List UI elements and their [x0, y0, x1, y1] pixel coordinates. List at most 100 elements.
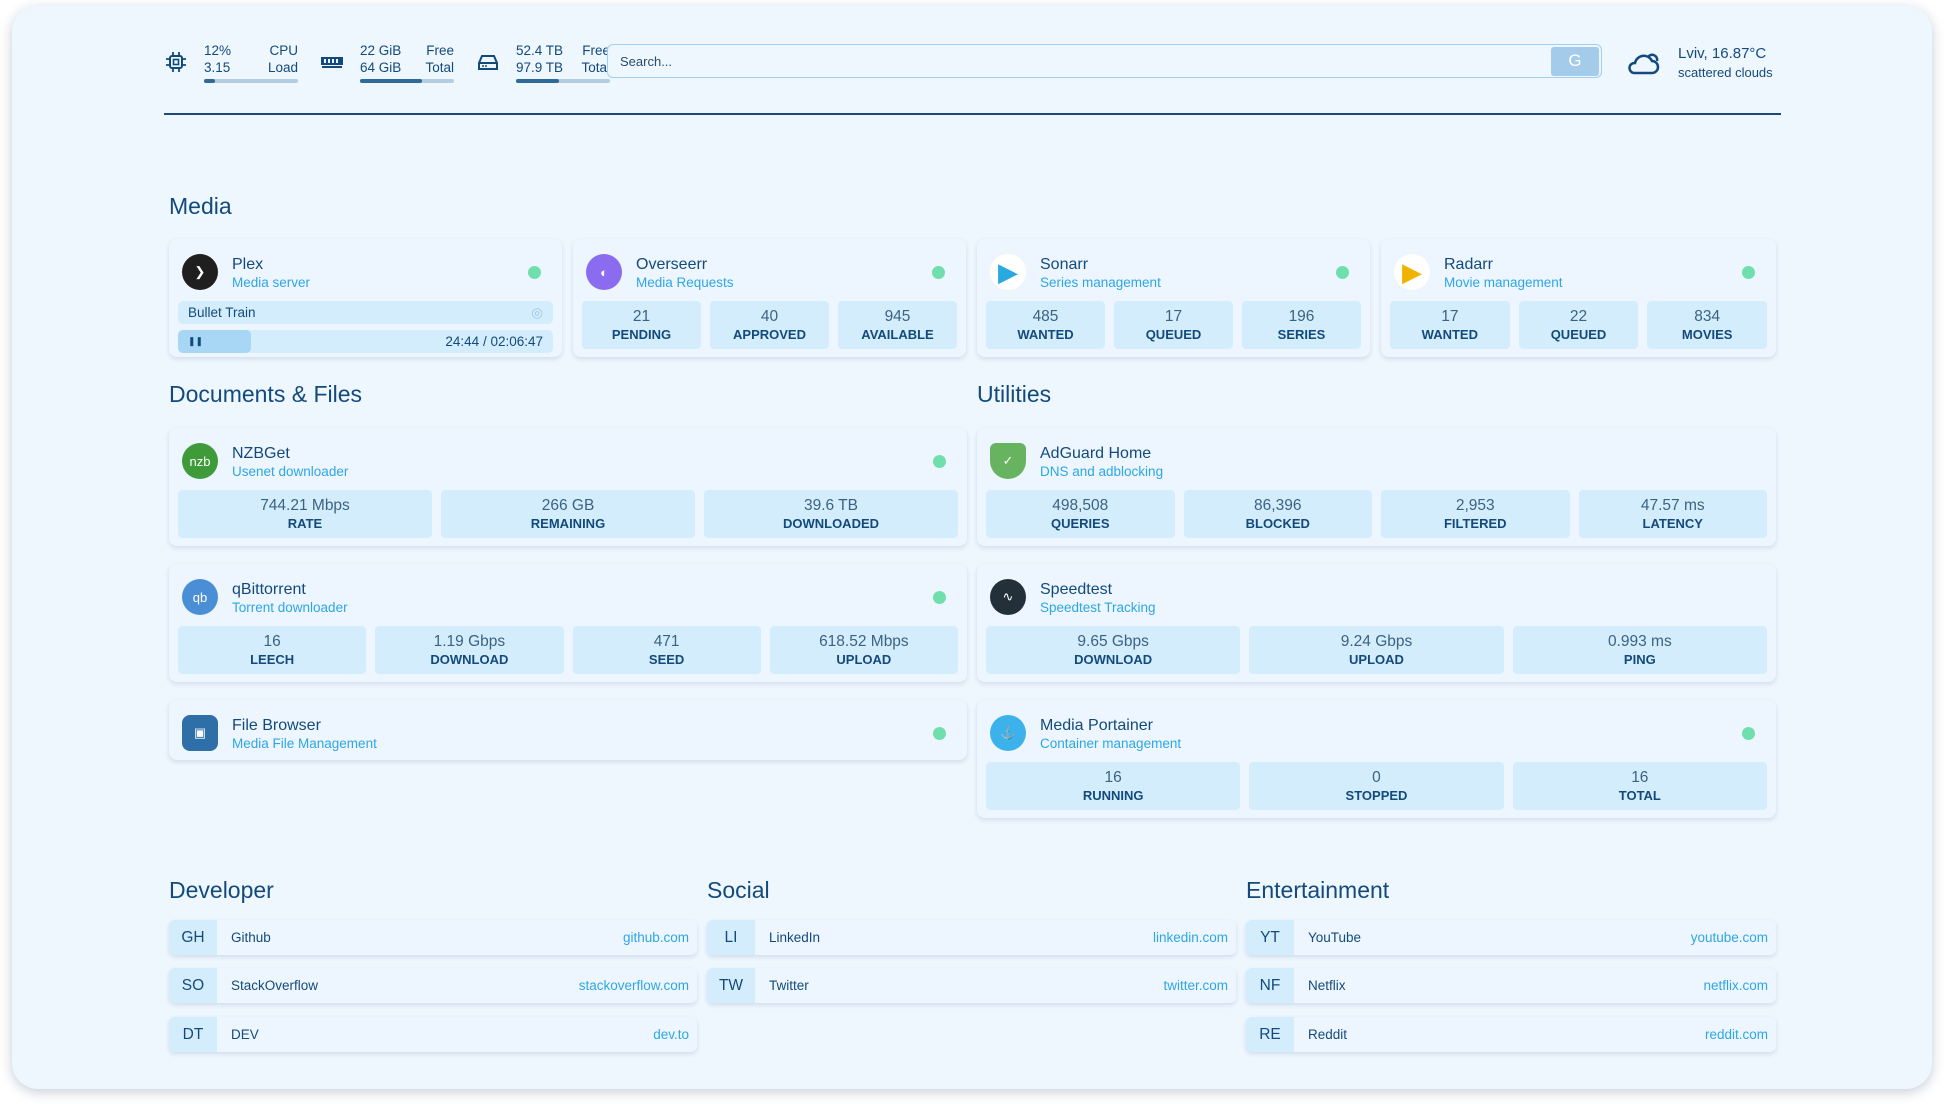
service-card-speedtest[interactable]: ∿ Speedtest Speedtest Tracking 9.65 Gbps DOW… — [977, 564, 1776, 682]
service-header: ✓ AdGuard Home DNS and adblocking — [986, 438, 1767, 484]
resource-usage-fill — [204, 78, 216, 83]
resource-usage-fill — [360, 78, 423, 83]
stat-value: 266 GB — [541, 497, 595, 514]
bookmark-url[interactable]: stackoverflow.com — [578, 978, 689, 993]
service-text: Sonarr Series management — [1040, 255, 1161, 290]
resource-usage-bar — [204, 78, 298, 83]
service-header: ▣ File Browser Media File Management — [178, 710, 958, 756]
resource-value: 97.9 TB — [516, 59, 564, 75]
plex-icon: ❯ — [182, 254, 218, 290]
service-card-file-browser[interactable]: ▣ File Browser Media File Management — [169, 700, 967, 760]
bookmark-url[interactable]: dev.to — [653, 1027, 689, 1042]
stat-value: 196 — [1288, 308, 1315, 325]
resource-values: 12% CPU 3.15 Load — [204, 42, 298, 83]
resource-label: Load — [267, 59, 298, 75]
bookmark-url[interactable]: youtube.com — [1690, 930, 1768, 945]
resource-widget: 12% CPU 3.15 Load — [164, 42, 298, 83]
stat-block: 2,953 FILTERED — [1381, 490, 1570, 538]
service-card-plex[interactable]: ❯ Plex Media server Bullet Train ◎ ❚❚ 24:44 / … — [169, 239, 562, 357]
service-stats: 485 WANTED 17 QUEUED 196 SERIES — [986, 301, 1361, 349]
section-title-media: Media — [169, 193, 232, 219]
bookmark-url[interactable]: reddit.com — [1704, 1027, 1768, 1042]
service-stats: 21 PENDING 40 APPROVED 945 AVAILABLE — [582, 301, 957, 349]
search-input[interactable]: Search... G — [607, 44, 1602, 78]
service-card-sonarr[interactable]: ▶ Sonarr Series management 485 WANTED 17 QUEUE… — [977, 239, 1370, 357]
bookmark-name: DEV — [231, 1027, 259, 1042]
search-placeholder: Search... — [620, 53, 673, 69]
bookmark-url[interactable]: github.com — [622, 930, 689, 945]
stat-block: 945 AVAILABLE — [838, 301, 957, 349]
stat-block: 16 RUNNING — [986, 762, 1241, 810]
adguard-icon: ✓ — [990, 443, 1026, 479]
bookmark-url[interactable]: netflix.com — [1703, 978, 1768, 993]
stat-value: 39.6 TB — [803, 497, 858, 514]
service-text: Radarr Movie management — [1444, 255, 1563, 290]
disk-icon — [478, 55, 498, 70]
service-card-media-portainer[interactable]: ⚓ Media Portainer Container management 16 RU… — [977, 700, 1776, 818]
stat-value: 834 — [1694, 308, 1721, 325]
bookmark-netflix[interactable]: NF Netflix netflix.com — [1246, 968, 1776, 1003]
bookmark-reddit[interactable]: RE Reddit reddit.com — [1246, 1017, 1776, 1052]
service-header: ∿ Speedtest Speedtest Tracking — [986, 574, 1767, 620]
bookmark-github[interactable]: GH Github github.com — [169, 920, 697, 955]
info-icon[interactable]: ◎ — [531, 304, 543, 320]
bookmark-dev[interactable]: DT DEV dev.to — [169, 1017, 697, 1052]
service-description: Container management — [1040, 735, 1182, 751]
bookmark-url[interactable]: twitter.com — [1163, 978, 1228, 993]
service-text: Speedtest Speedtest Tracking — [1040, 580, 1156, 615]
stat-value: 16 — [263, 633, 281, 650]
service-header: ▶ Sonarr Series management — [986, 249, 1361, 295]
service-card-qbittorrent[interactable]: qb qBittorrent Torrent downloader 16 LEECH 1.… — [169, 564, 967, 682]
resource-row: 97.9 TB Total — [516, 59, 610, 76]
service-description: Usenet downloader — [232, 463, 349, 479]
status-indicator — [933, 455, 946, 468]
service-header: nzb NZBGet Usenet downloader — [178, 438, 958, 484]
resource-value: 12% — [204, 42, 232, 58]
resource-usage-bar — [360, 78, 454, 83]
service-stats: 16 LEECH 1.19 Gbps DOWNLOAD 471 SEED 618.52 Mb… — [178, 626, 958, 674]
cpu-icon — [166, 52, 186, 72]
status-indicator — [1742, 727, 1755, 740]
service-stats: 744.21 Mbps RATE 266 GB REMAINING 39.6 TB DOW… — [178, 490, 958, 538]
stat-value: 498,508 — [1052, 497, 1109, 514]
stat-block: 1.19 Gbps DOWNLOAD — [375, 626, 564, 674]
bookmark-name: Reddit — [1308, 1027, 1348, 1042]
bookmark-abbreviation: NF — [1246, 968, 1294, 1003]
stat-value: 17 — [1164, 308, 1183, 325]
pause-icon[interactable]: ❚❚ — [188, 336, 204, 346]
playback-progress-bar[interactable]: ❚❚ 24:44 / 02:06:47 — [178, 330, 553, 353]
section-title-utilities: Utilities — [977, 381, 1052, 407]
stat-value: 47.57 ms — [1640, 497, 1705, 514]
service-card-overseerr[interactable]: ◐ Overseerr Media Requests 21 PENDING 40 APPRO… — [573, 239, 966, 357]
resource-value: 22 GiB — [360, 42, 402, 58]
stat-label: PENDING — [611, 327, 672, 342]
service-text: AdGuard Home DNS and adblocking — [1040, 444, 1163, 479]
resource-widget: 52.4 TB Free 97.9 TB Total — [476, 42, 610, 83]
service-card-nzbget[interactable]: nzb NZBGet Usenet downloader 744.21 Mbps RAT… — [169, 428, 967, 546]
status-indicator — [932, 266, 945, 279]
bookmark-url[interactable]: linkedin.com — [1152, 930, 1228, 945]
resource-row: 22 GiB Free — [360, 42, 454, 59]
resource-label: Total — [581, 59, 610, 75]
bookmark-stackoverflow[interactable]: SO StackOverflow stackoverflow.com — [169, 968, 697, 1003]
stat-block: 196 SERIES — [1242, 301, 1361, 349]
service-description: Media server — [232, 274, 311, 290]
stat-label: UPLOAD — [836, 652, 892, 667]
bookmark-youtube[interactable]: YT YouTube youtube.com — [1246, 920, 1776, 955]
bookmark-twitter[interactable]: TW Twitter twitter.com — [707, 968, 1236, 1003]
google-search-button[interactable]: G — [1551, 46, 1599, 76]
stat-value: 2,953 — [1455, 497, 1495, 514]
now-playing-title: Bullet Train — [188, 305, 256, 320]
resource-widget: 22 GiB Free 64 GiB Total — [320, 42, 454, 83]
service-stats: 9.65 Gbps DOWNLOAD 9.24 Gbps UPLOAD 0.993 ms… — [986, 626, 1767, 674]
service-card-adguard-home[interactable]: ✓ AdGuard Home DNS and adblocking 498,508 QU… — [977, 428, 1776, 546]
stat-label: DOWNLOADED — [782, 516, 880, 531]
service-card-radarr[interactable]: ▶ Radarr Movie management 17 WANTED 22 QUEUED 8… — [1381, 239, 1776, 357]
stat-block: 266 GB REMAINING — [441, 490, 695, 538]
nzbget-icon: nzb — [182, 443, 218, 479]
stat-label: BLOCKED — [1245, 516, 1310, 531]
stat-label: DOWNLOAD — [430, 652, 509, 667]
bookmark-linkedin[interactable]: LI LinkedIn linkedin.com — [707, 920, 1236, 955]
service-stats: 17 WANTED 22 QUEUED 834 MOVIES — [1390, 301, 1768, 349]
resource-usage-bar — [516, 78, 610, 83]
